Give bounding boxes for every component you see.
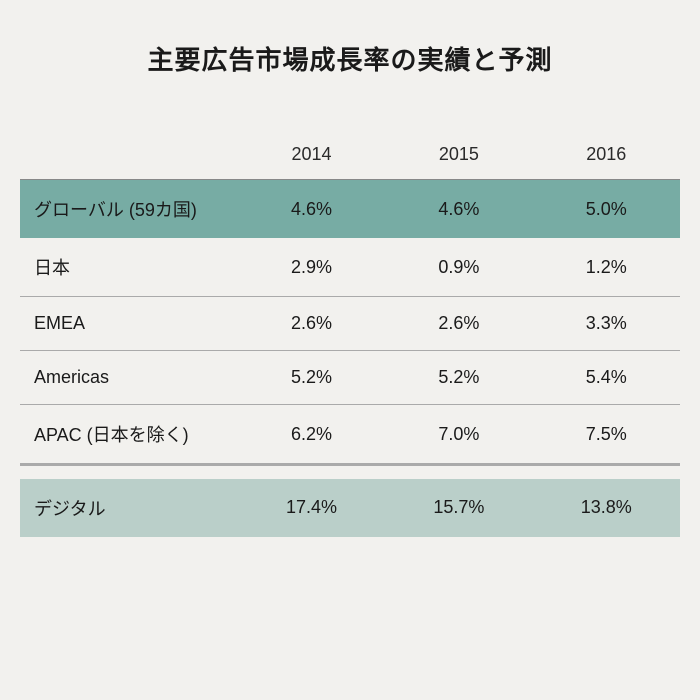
row-label: Americas	[20, 351, 238, 405]
header-col-2014: 2014	[238, 132, 385, 180]
row-label: グローバル (59カ国)	[20, 180, 238, 239]
cell: 15.7%	[385, 479, 532, 537]
cell: 2.9%	[238, 238, 385, 297]
header-blank	[20, 132, 238, 180]
cell: 4.6%	[385, 180, 532, 239]
page-title: 主要広告市場成長率の実績と予測	[20, 40, 680, 77]
growth-table: 2014 2015 2016 グローバル (59カ国) 4.6% 4.6% 5.…	[20, 132, 680, 537]
cell: 5.2%	[238, 351, 385, 405]
cell: 17.4%	[238, 479, 385, 537]
cell: 7.0%	[385, 405, 532, 465]
row-label: 日本	[20, 238, 238, 297]
cell: 6.2%	[238, 405, 385, 465]
cell: 13.8%	[533, 479, 680, 537]
row-label: デジタル	[20, 479, 238, 537]
cell: 5.2%	[385, 351, 532, 405]
cell: 3.3%	[533, 297, 680, 351]
table-spacer	[20, 465, 680, 479]
table-row: Americas 5.2% 5.2% 5.4%	[20, 351, 680, 405]
table-body: グローバル (59カ国) 4.6% 4.6% 5.0% 日本 2.9% 0.9%…	[20, 180, 680, 537]
header-col-2015: 2015	[385, 132, 532, 180]
cell: 1.2%	[533, 238, 680, 297]
table-row: 日本 2.9% 0.9% 1.2%	[20, 238, 680, 297]
cell: 7.5%	[533, 405, 680, 465]
cell: 4.6%	[238, 180, 385, 239]
table-header-row: 2014 2015 2016	[20, 132, 680, 180]
table-row: デジタル 17.4% 15.7% 13.8%	[20, 479, 680, 537]
row-label: APAC (日本を除く)	[20, 405, 238, 465]
table-row: APAC (日本を除く) 6.2% 7.0% 7.5%	[20, 405, 680, 465]
table-row: EMEA 2.6% 2.6% 3.3%	[20, 297, 680, 351]
row-label: EMEA	[20, 297, 238, 351]
cell: 5.4%	[533, 351, 680, 405]
cell: 0.9%	[385, 238, 532, 297]
cell: 2.6%	[385, 297, 532, 351]
header-col-2016: 2016	[533, 132, 680, 180]
table-row: グローバル (59カ国) 4.6% 4.6% 5.0%	[20, 180, 680, 239]
cell: 5.0%	[533, 180, 680, 239]
cell: 2.6%	[238, 297, 385, 351]
